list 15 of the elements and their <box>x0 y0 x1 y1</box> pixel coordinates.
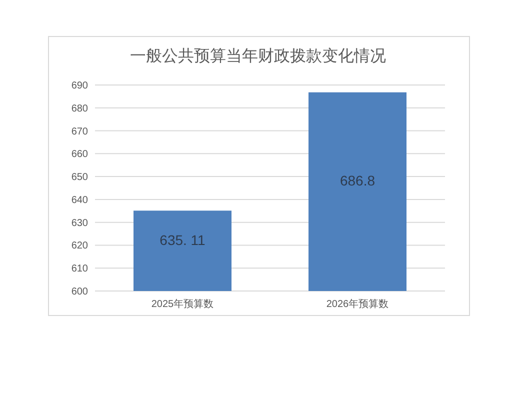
y-tick-label: 600 <box>71 286 88 298</box>
x-tick-label: 2026年预算数 <box>326 299 389 310</box>
data-label: 635. 11 <box>160 232 206 248</box>
y-tick-label: 650 <box>71 172 88 184</box>
y-tick-label: 670 <box>71 126 88 138</box>
y-tick-label: 620 <box>71 240 88 252</box>
data-label: 686.8 <box>340 172 376 189</box>
y-tick-label: 610 <box>71 264 88 275</box>
y-tick-label: 640 <box>71 194 88 206</box>
y-tick-label: 690 <box>71 80 88 92</box>
y-tick-label: 680 <box>71 103 88 114</box>
y-tick-label: 630 <box>71 218 88 229</box>
title: 一般公共预算当年财政拨款变化情况 <box>130 48 386 65</box>
y-tick-label: 660 <box>71 149 88 160</box>
x-tick-label: 2025年预算数 <box>151 299 214 310</box>
